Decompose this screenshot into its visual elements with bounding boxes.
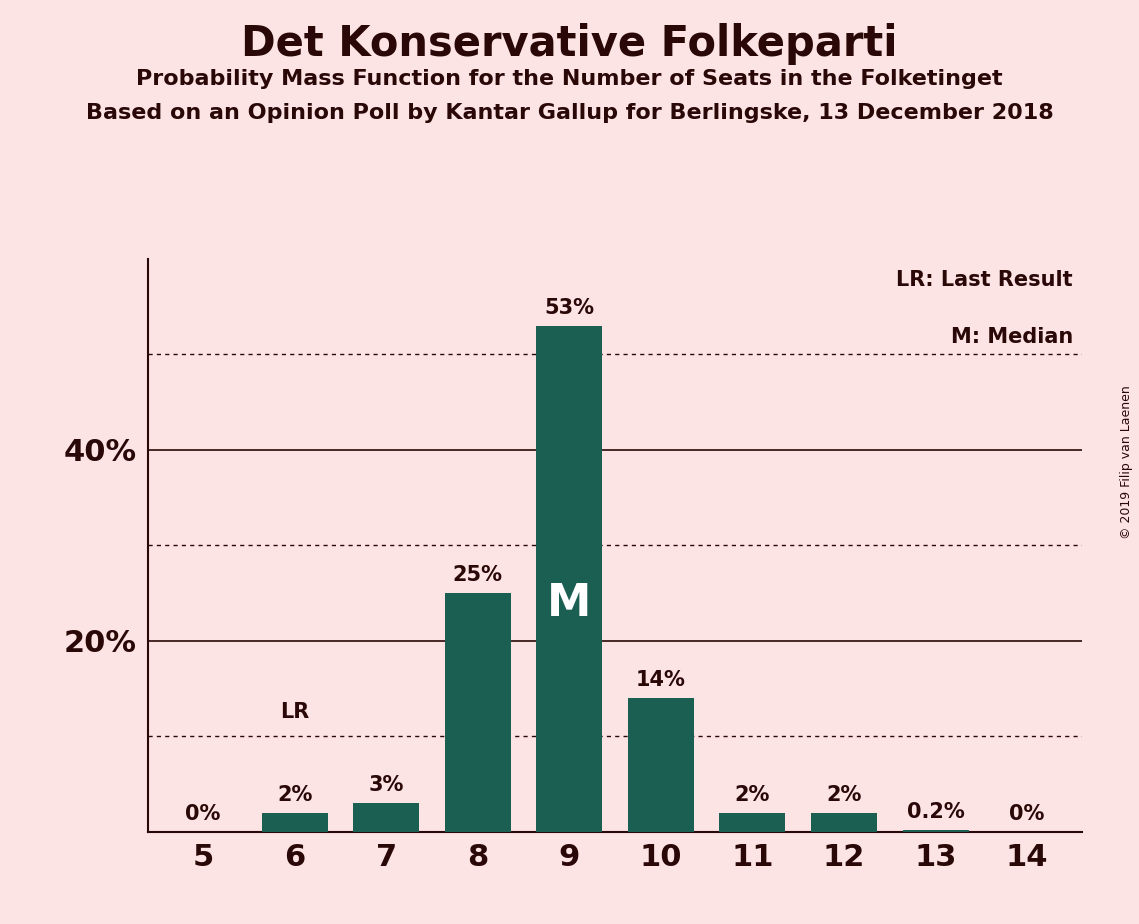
Text: LR: Last Result: LR: Last Result — [896, 270, 1073, 290]
Bar — [262, 812, 328, 832]
Text: M: Median: M: Median — [951, 327, 1073, 347]
Text: 2%: 2% — [277, 784, 312, 805]
Text: 0%: 0% — [186, 804, 221, 824]
Bar — [444, 593, 510, 832]
Text: 0%: 0% — [1009, 804, 1044, 824]
Text: M: M — [547, 582, 591, 626]
Text: © 2019 Filip van Laenen: © 2019 Filip van Laenen — [1121, 385, 1133, 539]
Text: 2%: 2% — [826, 784, 862, 805]
Text: 25%: 25% — [452, 565, 502, 585]
Text: 2%: 2% — [735, 784, 770, 805]
Bar — [720, 812, 786, 832]
Text: Det Konservative Folkeparti: Det Konservative Folkeparti — [241, 23, 898, 65]
Text: LR: LR — [280, 702, 309, 722]
Text: Based on an Opinion Poll by Kantar Gallup for Berlingske, 13 December 2018: Based on an Opinion Poll by Kantar Gallu… — [85, 103, 1054, 124]
Bar — [353, 803, 419, 832]
Bar — [902, 830, 968, 832]
Bar — [811, 812, 877, 832]
Text: 14%: 14% — [636, 670, 686, 690]
Text: 0.2%: 0.2% — [907, 802, 965, 822]
Text: Probability Mass Function for the Number of Seats in the Folketinget: Probability Mass Function for the Number… — [137, 69, 1002, 90]
Bar — [536, 325, 603, 832]
Text: 3%: 3% — [368, 775, 404, 796]
Bar — [628, 698, 694, 832]
Text: 53%: 53% — [544, 298, 595, 318]
